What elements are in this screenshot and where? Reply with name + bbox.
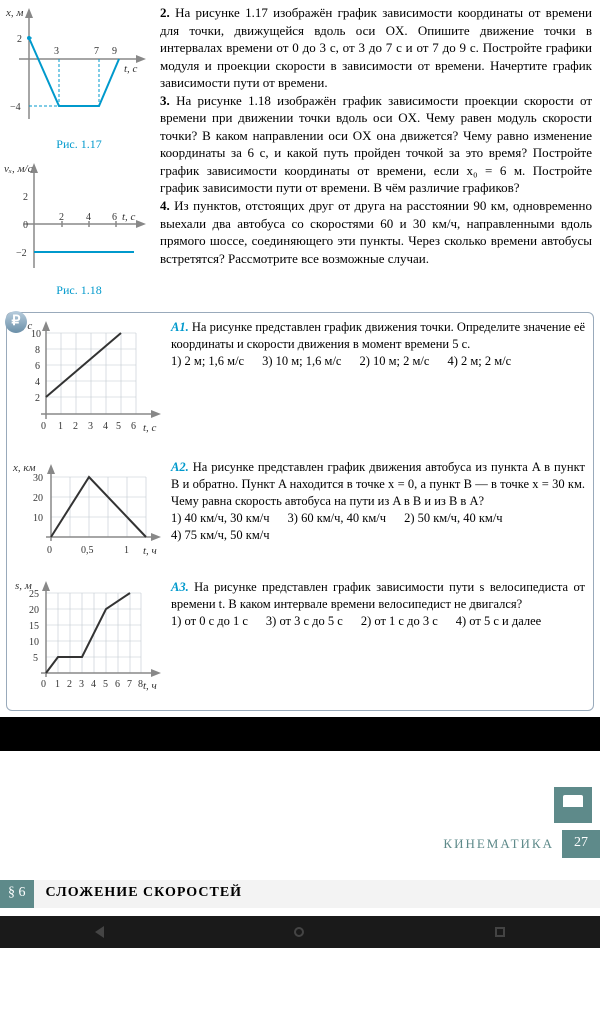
fig-117-caption: Рис. 1.17 <box>4 136 154 152</box>
svg-text:0: 0 <box>23 220 28 231</box>
page-divider <box>0 717 600 751</box>
recent-apps-icon[interactable] <box>495 927 505 937</box>
svg-text:1: 1 <box>124 545 129 556</box>
fig-118-caption: Рис. 1.18 <box>4 282 154 298</box>
svg-text:7: 7 <box>127 679 132 690</box>
svg-text:t, c: t, c <box>124 63 138 75</box>
svg-text:1: 1 <box>58 421 63 432</box>
svg-text:2: 2 <box>67 679 72 690</box>
figures-column: x, м t, c 2 −4 3 7 9 Рис. 1.17 <box>4 4 154 306</box>
svg-text:5: 5 <box>33 653 38 664</box>
main-problems-section: x, м t, c 2 −4 3 7 9 Рис. 1.17 <box>0 0 600 312</box>
svg-text:8: 8 <box>35 345 40 356</box>
problem-4: 4. Из пунктов, отстоящих друг от друга н… <box>160 197 592 267</box>
svg-text:−4: −4 <box>10 102 21 113</box>
svg-text:6: 6 <box>131 421 136 432</box>
svg-text:4: 4 <box>91 679 96 690</box>
problem-3: 3. На рисунке 1.18 изображён график зави… <box>160 92 592 197</box>
problem-2: 2. На рисунке 1.17 изображён график зави… <box>160 4 592 92</box>
chapter-title: СЛОЖЕНИЕ СКОРОСТЕЙ <box>34 884 243 903</box>
a2-text: А2. На рисунке представлен график движен… <box>171 459 585 569</box>
section-name: КИНЕМАТИКА <box>443 835 554 853</box>
home-button-icon[interactable] <box>294 927 304 937</box>
chapter-header: § 6 СЛОЖЕНИЕ СКОРОСТЕЙ <box>0 880 600 908</box>
svg-text:20: 20 <box>33 493 43 504</box>
svg-text:6: 6 <box>35 361 40 372</box>
svg-text:3: 3 <box>88 421 93 432</box>
back-button-icon[interactable] <box>95 926 104 938</box>
a3-text: А3. На рисунке представлен график зависи… <box>171 579 585 704</box>
a2-answers: 1) 40 км/ч, 30 км/ч3) 60 км/ч, 40 км/ч 2… <box>171 510 585 544</box>
svg-text:5: 5 <box>116 421 121 432</box>
svg-text:10: 10 <box>31 329 41 340</box>
svg-text:3: 3 <box>79 679 84 690</box>
svg-text:−2: −2 <box>16 248 27 259</box>
task-a3: s, м t, ч 25 20 15 10 5 0 1 2 3 4 5 6 7 … <box>11 579 585 704</box>
svg-text:t, c: t, c <box>122 211 136 223</box>
svg-text:6: 6 <box>115 679 120 690</box>
page-number: 27 <box>562 830 600 858</box>
tasks-box: ₽ <box>6 312 594 711</box>
problem-text-column: 2. На рисунке 1.17 изображён график зави… <box>154 4 592 306</box>
a3-chart: s, м t, ч 25 20 15 10 5 0 1 2 3 4 5 6 7 … <box>11 579 171 704</box>
a1-chart: x, c t, c 10 8 6 4 2 0 1 2 3 4 5 6 <box>11 319 171 449</box>
a3-answers: 1) от 0 с до 1 с3) от 3 с до 5 с 2) от 1… <box>171 613 585 630</box>
svg-text:1: 1 <box>55 679 60 690</box>
svg-text:4: 4 <box>35 377 40 388</box>
task-a1: x, c t, c 10 8 6 4 2 0 1 2 3 4 5 6 А1. Н… <box>11 319 585 449</box>
svg-text:30: 30 <box>33 473 43 484</box>
svg-text:7: 7 <box>94 46 99 57</box>
svg-text:4: 4 <box>103 421 108 432</box>
graduation-cap-icon <box>554 787 592 823</box>
svg-text:t, c: t, c <box>143 422 157 434</box>
svg-text:2: 2 <box>35 393 40 404</box>
a1-answers: 1) 2 м; 1,6 м/с3) 10 м; 1,6 м/с 2) 10 м;… <box>171 353 585 370</box>
svg-text:15: 15 <box>29 621 39 632</box>
figure-1-17: x, м t, c 2 −4 3 7 9 Рис. 1.17 <box>4 4 154 152</box>
svg-text:2: 2 <box>17 34 22 45</box>
a2-chart: x, км t, ч 30 20 10 0 0,5 1 <box>11 459 171 569</box>
svg-text:2: 2 <box>73 421 78 432</box>
android-nav-bar <box>0 916 600 948</box>
svg-text:t, ч: t, ч <box>143 680 157 692</box>
svg-text:5: 5 <box>103 679 108 690</box>
svg-text:0: 0 <box>41 421 46 432</box>
svg-text:10: 10 <box>33 513 43 524</box>
svg-text:8: 8 <box>138 679 143 690</box>
svg-text:10: 10 <box>29 637 39 648</box>
svg-text:0,5: 0,5 <box>81 545 94 556</box>
figure-1-18: vₓ, м/с t, c 2 0 −2 2 4 6 Рис. 1.18 <box>4 160 154 298</box>
svg-text:9: 9 <box>112 46 117 57</box>
svg-text:20: 20 <box>29 605 39 616</box>
svg-text:0: 0 <box>41 679 46 690</box>
task-a2: x, км t, ч 30 20 10 0 0,5 1 А2. На рисун… <box>11 459 585 569</box>
svg-text:2: 2 <box>23 192 28 203</box>
svg-text:25: 25 <box>29 589 39 600</box>
svg-text:t, ч: t, ч <box>143 545 157 557</box>
chapter-number: § 6 <box>0 880 34 908</box>
svg-text:x, м: x, м <box>5 7 23 19</box>
svg-text:0: 0 <box>47 545 52 556</box>
page-footer: КИНЕМАТИКА 27 § 6 СЛОЖЕНИЕ СКОРОСТЕЙ <box>0 751 600 948</box>
a1-text: А1. На рисунке представлен график движен… <box>171 319 585 449</box>
svg-text:vₓ, м/с: vₓ, м/с <box>4 163 33 175</box>
svg-text:3: 3 <box>54 46 59 57</box>
